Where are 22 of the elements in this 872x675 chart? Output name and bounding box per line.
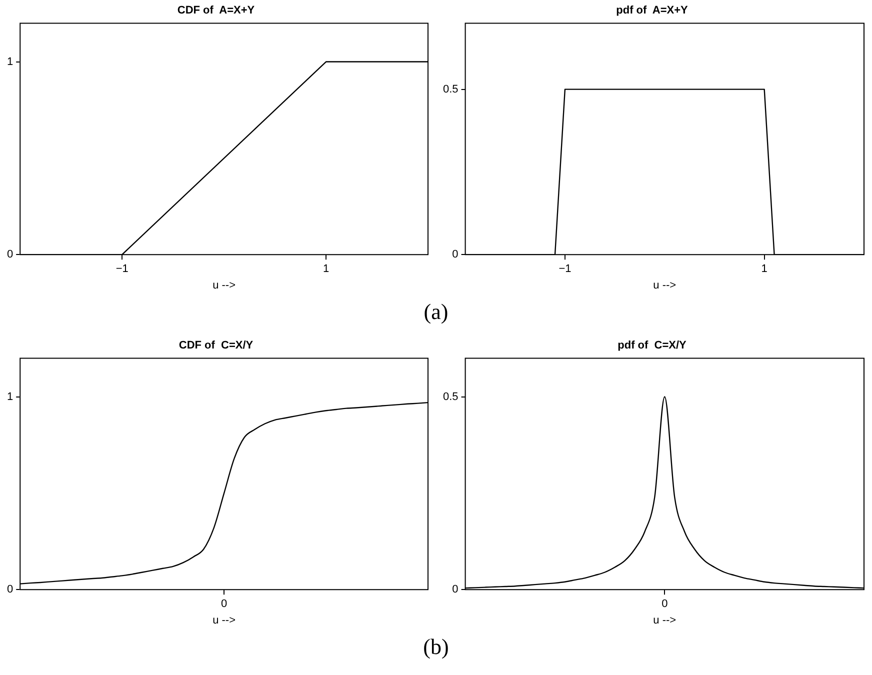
chart-title: CDF of C=X/Y [178,340,254,352]
x-tick-label: −1 [116,263,128,276]
x-tick-label: 1 [322,263,330,276]
y-tick-label: 0.5 [442,83,458,96]
x-axis-title: u --> [653,614,676,626]
y-tick-label: 1 [6,56,14,68]
x-axis-title: u --> [212,279,236,292]
chart-title: CDF of A=X+Y [177,4,256,17]
x-axis-title: u --> [212,614,236,626]
chart-title: pdf of A=X+Y [616,4,689,17]
y-tick-label: 0 [452,584,458,596]
text: (b) [422,633,450,661]
y-tick-label: 0 [6,584,14,596]
y-tick-label: 0 [6,248,14,261]
y-tick-label: 0.5 [442,390,458,403]
x-axis-title: u --> [653,279,676,292]
text: (a) [422,298,450,326]
x-tick-label: −1 [558,263,572,276]
y-tick-label: 1 [6,390,14,403]
chart-title: pdf of C=X/Y [618,340,688,352]
x-tick-label: 1 [761,263,768,276]
y-tick-label: 0 [452,248,458,261]
